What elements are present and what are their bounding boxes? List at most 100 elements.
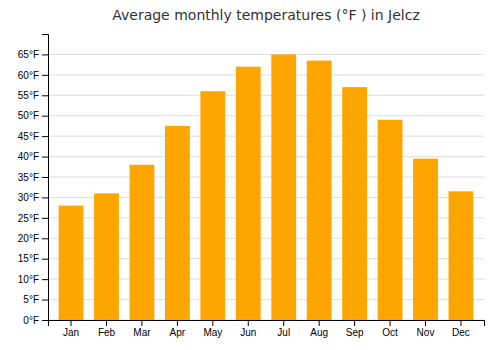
y-tick-label: 30°F — [18, 192, 39, 203]
y-tick-mark — [42, 95, 48, 96]
y-tick-label: 10°F — [18, 274, 39, 285]
x-tick: Oct — [382, 320, 398, 338]
x-tick-label: Sep — [346, 327, 364, 338]
x-tick-label: Jul — [277, 327, 290, 338]
x-tick: Jun — [240, 320, 256, 338]
x-tick-mark — [460, 320, 461, 326]
bars — [59, 54, 474, 320]
y-tick-mark — [42, 54, 48, 55]
y-tick-label: 35°F — [18, 172, 39, 183]
x-tick: Jan — [63, 320, 79, 338]
y-tick: 10°F — [18, 274, 48, 285]
bar — [449, 191, 474, 320]
x-tick-mark — [319, 320, 320, 326]
grid-line — [48, 136, 484, 137]
x-tick-mark — [106, 320, 107, 326]
grid-line — [48, 115, 484, 116]
y-tick: 30°F — [18, 192, 48, 203]
x-axis: Jan Feb Mar Apr May Jun Jul Aug Sep Oct Nov Dec — [49, 320, 485, 338]
x-tick-label: Jun — [240, 327, 256, 338]
x-tick-label: Jan — [63, 327, 79, 338]
y-tick-label: 55°F — [18, 90, 39, 101]
x-tick-mark — [177, 320, 178, 326]
y-tick-mark — [42, 279, 48, 280]
y-tick-mark — [42, 238, 48, 239]
bar — [200, 91, 225, 320]
x-tick-label: Nov — [417, 327, 435, 338]
grid — [48, 54, 484, 320]
y-tick-mark — [42, 177, 48, 178]
y-tick: 15°F — [18, 253, 48, 264]
y-tick-label: 5°F — [23, 294, 39, 305]
bar — [271, 54, 296, 320]
x-tick-mark — [390, 320, 391, 326]
grid-line — [48, 54, 484, 55]
y-tick-label: 65°F — [18, 49, 39, 60]
bar — [413, 159, 438, 320]
y-tick-mark — [42, 218, 48, 219]
plot-area: 0°F 5°F 10°F 15°F 20°F 25°F 30°F 35°F 40°F 45°F 50… — [18, 35, 485, 339]
x-tick-mark — [71, 320, 72, 326]
x-tick: Apr — [170, 320, 186, 338]
x-tick-label: Dec — [452, 327, 470, 338]
y-tick-label: 25°F — [18, 213, 39, 224]
y-tick-mark — [42, 75, 48, 76]
y-tick-label: 50°F — [18, 110, 39, 121]
y-tick: 50°F — [18, 110, 48, 121]
y-tick-mark — [42, 116, 48, 117]
x-tick: Mar — [133, 320, 151, 338]
y-tick-label: 15°F — [18, 253, 39, 264]
x-tick-label: Aug — [310, 327, 328, 338]
y-tick-label: 40°F — [18, 151, 39, 162]
x-tick-mark — [212, 320, 213, 326]
y-tick-label: 45°F — [18, 131, 39, 142]
x-tick-mark — [141, 320, 142, 326]
x-tick: Dec — [452, 320, 470, 338]
bar — [307, 61, 332, 320]
y-tick-label: 60°F — [18, 70, 39, 81]
x-tick: Jul — [277, 320, 290, 338]
y-tick-mark — [42, 197, 48, 198]
y-tick: 0°F — [23, 315, 48, 326]
y-tick: 65°F — [18, 49, 48, 60]
y-tick: 40°F — [18, 151, 48, 162]
y-axis-line — [42, 35, 49, 321]
y-tick: 45°F — [18, 131, 48, 142]
bar — [130, 165, 155, 320]
grid-line — [48, 95, 484, 96]
bar — [165, 126, 190, 320]
x-tick-mark — [354, 320, 355, 326]
x-tick: Aug — [310, 320, 328, 338]
y-tick: 35°F — [18, 172, 48, 183]
y-tick-mark — [42, 300, 48, 301]
title: Average monthly temperatures (°F ) in Je… — [112, 7, 420, 23]
x-tick-label: Mar — [133, 327, 151, 338]
x-tick-mark — [283, 320, 284, 326]
y-axis: 0°F 5°F 10°F 15°F 20°F 25°F 30°F 35°F 40°F 45°F 50… — [18, 35, 49, 326]
grid-line — [48, 156, 484, 157]
chart-svg: 0°F 5°F 10°F 15°F 20°F 25°F 30°F 35°F 40°F 45°F 50… — [0, 0, 500, 350]
x-tick-label: Feb — [98, 327, 116, 338]
x-tick: Nov — [417, 320, 435, 338]
x-axis-line — [49, 321, 485, 327]
y-tick: 60°F — [18, 70, 48, 81]
x-tick: Feb — [98, 320, 116, 338]
x-tick: Sep — [346, 320, 364, 338]
grid-line — [48, 74, 484, 75]
x-tick-label: Apr — [170, 327, 186, 338]
y-tick-label: 20°F — [18, 233, 39, 244]
y-tick: 5°F — [23, 294, 48, 305]
x-tick-label: Oct — [382, 327, 398, 338]
y-tick-label: 0°F — [23, 315, 39, 326]
y-tick: 20°F — [18, 233, 48, 244]
bar — [59, 206, 84, 320]
bar — [94, 193, 119, 320]
bar — [342, 87, 367, 320]
y-tick: 55°F — [18, 90, 48, 101]
chart-container: 0°F 5°F 10°F 15°F 20°F 25°F 30°F 35°F 40°F 45°F 50… — [0, 0, 500, 350]
x-tick: May — [203, 320, 222, 338]
x-tick-label: May — [203, 327, 222, 338]
bar — [378, 120, 403, 320]
y-tick-mark — [42, 259, 48, 260]
x-tick-mark — [248, 320, 249, 326]
